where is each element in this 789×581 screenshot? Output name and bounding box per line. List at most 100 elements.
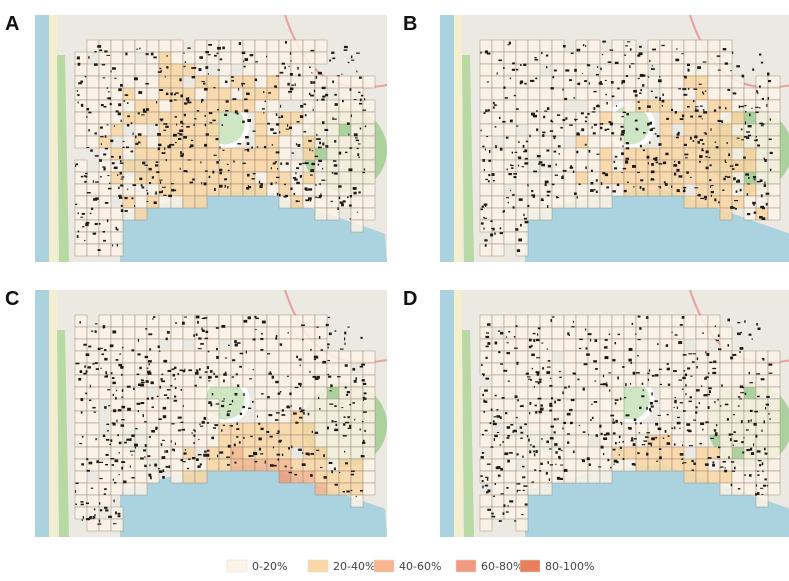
building <box>559 370 561 373</box>
building <box>329 59 332 62</box>
building <box>125 146 129 149</box>
building <box>85 502 89 505</box>
building <box>493 104 497 106</box>
building <box>149 464 151 467</box>
building <box>495 145 497 149</box>
building <box>226 463 230 466</box>
building <box>580 112 584 115</box>
grid-cell <box>350 350 364 364</box>
building <box>243 65 246 68</box>
building <box>273 464 277 467</box>
grid-cell <box>623 171 637 185</box>
building <box>731 470 736 472</box>
building <box>759 215 763 219</box>
building <box>151 176 155 179</box>
grid-cell <box>623 99 637 113</box>
grid-cell <box>338 482 352 496</box>
building <box>359 489 363 492</box>
building <box>220 404 225 408</box>
grid-cell <box>755 470 769 484</box>
building <box>582 431 586 433</box>
grid-cell <box>218 350 232 364</box>
building <box>106 54 111 56</box>
building <box>637 355 639 357</box>
building <box>241 51 246 55</box>
grid-cell <box>707 51 721 65</box>
building <box>204 371 208 373</box>
building <box>104 488 107 491</box>
grid-cell <box>767 482 781 496</box>
building <box>679 118 684 121</box>
building <box>334 103 338 106</box>
building <box>142 161 146 165</box>
building <box>364 125 367 128</box>
building <box>361 363 366 366</box>
building <box>690 375 693 377</box>
grid-cell <box>539 362 553 376</box>
building <box>541 342 544 344</box>
grid-cell <box>326 446 340 460</box>
grid-cell <box>647 51 661 65</box>
building <box>219 171 222 175</box>
grid-cell <box>182 147 196 161</box>
building <box>107 187 112 190</box>
grid-cell <box>551 99 565 113</box>
building <box>346 393 349 397</box>
building <box>553 150 557 153</box>
grid-cell <box>302 434 316 448</box>
building <box>637 101 640 103</box>
building <box>94 132 97 135</box>
building <box>480 208 483 211</box>
building <box>342 490 346 493</box>
building <box>705 376 709 378</box>
building <box>86 469 90 472</box>
grid-cell <box>230 183 244 197</box>
building <box>712 367 717 370</box>
building <box>90 149 93 152</box>
building <box>311 430 314 433</box>
building <box>709 179 712 182</box>
grid-cell <box>719 446 733 460</box>
building <box>763 157 765 161</box>
building <box>696 357 699 361</box>
grid-cell <box>563 470 577 484</box>
grid-cell <box>302 147 316 161</box>
building <box>627 41 631 43</box>
building <box>362 441 366 444</box>
grid-cell <box>182 434 196 448</box>
building <box>631 438 633 441</box>
grid-cell <box>74 159 88 173</box>
building <box>106 219 109 223</box>
grid-cell <box>266 63 280 77</box>
building <box>97 45 102 48</box>
grid-cell <box>122 362 136 376</box>
building <box>679 453 684 456</box>
building <box>215 403 220 405</box>
building <box>119 155 122 159</box>
building <box>531 481 535 483</box>
building <box>279 439 283 442</box>
building <box>338 196 341 200</box>
building <box>549 130 554 132</box>
building <box>688 445 693 447</box>
building <box>363 392 367 395</box>
grid-cell <box>98 458 112 472</box>
building <box>310 349 312 351</box>
building <box>310 49 315 52</box>
building <box>311 150 314 152</box>
building <box>674 111 677 114</box>
grid-cell <box>599 135 613 149</box>
building <box>245 136 249 139</box>
building <box>573 97 576 99</box>
building <box>236 436 239 438</box>
grid-cell <box>599 99 613 113</box>
grid-cell <box>86 410 100 424</box>
grid-cell <box>122 111 136 125</box>
building <box>485 109 488 113</box>
building <box>678 379 683 381</box>
building <box>618 454 620 456</box>
building <box>354 418 356 421</box>
building <box>353 380 357 383</box>
building <box>630 362 633 364</box>
building <box>567 441 570 444</box>
